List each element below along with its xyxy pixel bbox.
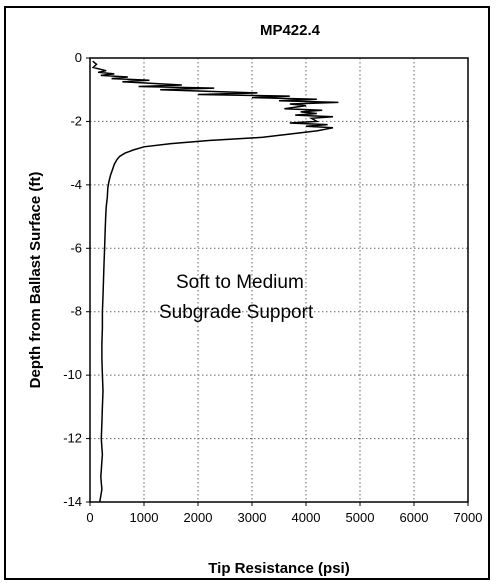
y-tick-label: -2: [70, 113, 82, 128]
y-tick-label: -12: [63, 431, 82, 446]
chart-title: MP422.4: [260, 22, 321, 39]
y-tick-label: -4: [70, 177, 82, 192]
x-tick-label: 5000: [346, 510, 375, 525]
annotation: Soft to Medium Subgrade Support: [159, 272, 314, 323]
annotation-line-1: Soft to Medium: [176, 272, 304, 293]
axis-ticks: 0 1000 2000 3000 4000 5000 6000 7000 0 -2 -4 -6 -8 -1…: [63, 50, 482, 525]
chart-frame: [4, 6, 490, 580]
x-tick-label: 0: [86, 510, 93, 525]
x-axis-label: Tip Resistance (psi): [208, 560, 349, 577]
grid: [90, 58, 468, 502]
y-axis-label: Depth from Ballast Surface (ft): [27, 172, 44, 389]
y-tick-label: 0: [75, 50, 82, 65]
plot-area: [89, 57, 469, 503]
x-tick-label: 2000: [184, 510, 213, 525]
y-tick-label: -14: [63, 494, 82, 509]
annotation-line-2: Subgrade Support: [159, 302, 314, 323]
x-tick-label: 3000: [238, 510, 267, 525]
x-tick-label: 7000: [454, 510, 483, 525]
series-line: [91, 60, 339, 503]
x-tick-label: 4000: [292, 510, 321, 525]
y-tick-label: -10: [63, 367, 82, 382]
y-tick-label: -8: [70, 304, 82, 319]
y-tick-label: -6: [70, 240, 82, 255]
x-tick-label: 1000: [130, 510, 159, 525]
x-tick-label: 6000: [400, 510, 429, 525]
